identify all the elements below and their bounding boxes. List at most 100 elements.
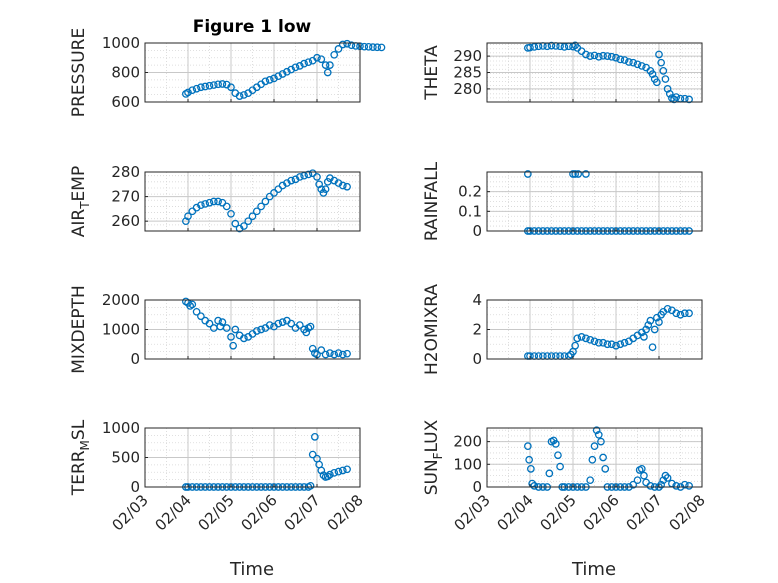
h2omixra-data-point	[599, 338, 607, 347]
air-temp-data-point	[321, 185, 330, 194]
theta-data-point	[652, 78, 661, 87]
h2omixra-data-point	[612, 341, 620, 350]
h2omixra-data-point	[620, 338, 629, 347]
sun-flux-data-point	[640, 471, 648, 480]
pressure-data-point	[334, 45, 343, 53]
pressure-data-point	[265, 76, 274, 84]
h2omixra-data-point	[685, 309, 693, 318]
theta-data-point	[672, 93, 681, 101]
right-column-x-axis-label: Time	[571, 559, 616, 580]
pressure-data-point	[369, 43, 377, 51]
pressure-data-point	[201, 82, 210, 91]
h2omixra-y-tick-label: 0	[472, 350, 482, 368]
mixdepth-data-point	[257, 325, 265, 334]
figure-title: Figure 1 low	[193, 17, 312, 37]
theta-data-point	[659, 67, 668, 75]
air-temp-data-point	[201, 200, 210, 208]
mixdepth-y-axis-label: MIXDEPTH	[69, 285, 89, 374]
air-temp-y-tick-label: 270	[111, 188, 140, 206]
h2omixra-data-point	[573, 334, 582, 343]
theta-data-point	[582, 50, 590, 59]
terr-msl-y-axis-label: TERRMSL	[69, 419, 92, 496]
rainfall-data-point	[569, 170, 577, 178]
air-temp-data-point	[343, 182, 351, 191]
air-temp-data-point	[252, 207, 261, 216]
sun-flux-data-point	[597, 437, 605, 446]
theta-data-point	[616, 55, 625, 64]
sun-flux-data-point	[523, 442, 532, 451]
sun-flux-data-point	[554, 451, 562, 460]
h2omixra-data-point	[616, 340, 625, 349]
pressure-data-point	[274, 72, 283, 81]
h2omixra-data-point	[586, 335, 595, 344]
air-temp-data-point	[205, 198, 214, 207]
pressure-data-point	[261, 77, 270, 86]
left-column-x-axis-label: Time	[229, 559, 274, 580]
h2omixra-data-point	[640, 333, 648, 341]
air-temp-data-point	[209, 197, 218, 206]
air-temp-data-point	[287, 176, 296, 185]
terr-msl-y-tick-label: 500	[111, 449, 140, 467]
h2omixra-data-point	[676, 310, 685, 319]
rainfall-plot-area	[487, 172, 702, 231]
h2omixra-data-point	[672, 309, 681, 318]
air-temp-y-tick-label: 260	[111, 212, 140, 230]
theta-data-point	[612, 53, 620, 62]
terr-msl-data-point	[323, 472, 332, 481]
mixdepth-data-point	[308, 344, 317, 353]
pressure-data-point	[323, 68, 332, 77]
sun-flux-data-point	[556, 462, 564, 471]
theta-data-point	[530, 43, 539, 51]
theta-y-tick-label: 280	[453, 80, 482, 98]
h2omixra-data-point	[607, 340, 616, 349]
theta-data-point	[657, 58, 666, 67]
terr-msl-y-tick-label: 0	[130, 478, 140, 496]
air-temp-data-point	[244, 217, 253, 226]
mixdepth-y-tick-label: 0	[130, 350, 140, 368]
air-temp-data-point	[227, 209, 235, 218]
air-temp-data-point	[257, 202, 265, 211]
mixdepth-data-point	[265, 321, 274, 329]
mixdepth-data-point	[295, 321, 304, 329]
h2omixra-data-point	[644, 321, 653, 329]
mixdepth-data-point	[302, 328, 311, 337]
pressure-data-point	[326, 61, 334, 69]
pressure-y-tick-label: 1000	[102, 34, 140, 52]
sun-flux-x-tick-label: 02/06	[580, 491, 623, 534]
theta-y-axis-label: THETA	[422, 45, 442, 101]
sun-flux-data-point	[685, 482, 693, 490]
sun-flux-data-point	[525, 455, 533, 464]
theta-y-tick-label: 290	[453, 47, 482, 65]
pressure-data-point	[377, 43, 386, 52]
theta-data-point	[655, 50, 663, 59]
rainfall-axes-box	[486, 171, 703, 232]
sun-flux-data-point	[527, 464, 535, 473]
theta-data-point	[661, 75, 670, 83]
pressure-data-point	[209, 81, 218, 89]
pressure-data-point	[218, 80, 227, 88]
pressure-y-tick-label: 800	[111, 64, 140, 82]
terr-msl-x-tick-label: 02/04	[152, 491, 195, 534]
mixdepth-data-point	[252, 327, 261, 335]
pressure-data-point	[240, 91, 248, 99]
pressure-data-point	[330, 50, 339, 59]
pressure-data-point	[338, 40, 347, 49]
sun-flux-data-point	[586, 476, 595, 485]
sun-flux-data-point	[545, 469, 554, 478]
air-temp-data-point	[222, 202, 231, 211]
theta-data-point	[590, 51, 599, 60]
pressure-data-point	[364, 42, 373, 51]
mixdepth-data-point	[227, 333, 235, 341]
mixdepth-data-point	[343, 349, 351, 358]
air-temp-data-point	[197, 201, 205, 210]
rainfall-data-point	[582, 170, 590, 178]
pressure-data-point	[235, 92, 244, 100]
pressure-data-point	[347, 41, 356, 50]
h2omixra-data-point	[603, 340, 612, 349]
air-temp-axes-box	[144, 171, 361, 232]
terr-msl-data-point	[330, 468, 339, 477]
mixdepth-data-point	[229, 341, 237, 350]
h2omixra-data-point	[663, 304, 672, 313]
sun-flux-data-point	[629, 480, 638, 489]
air-temp-data-point	[338, 181, 347, 190]
